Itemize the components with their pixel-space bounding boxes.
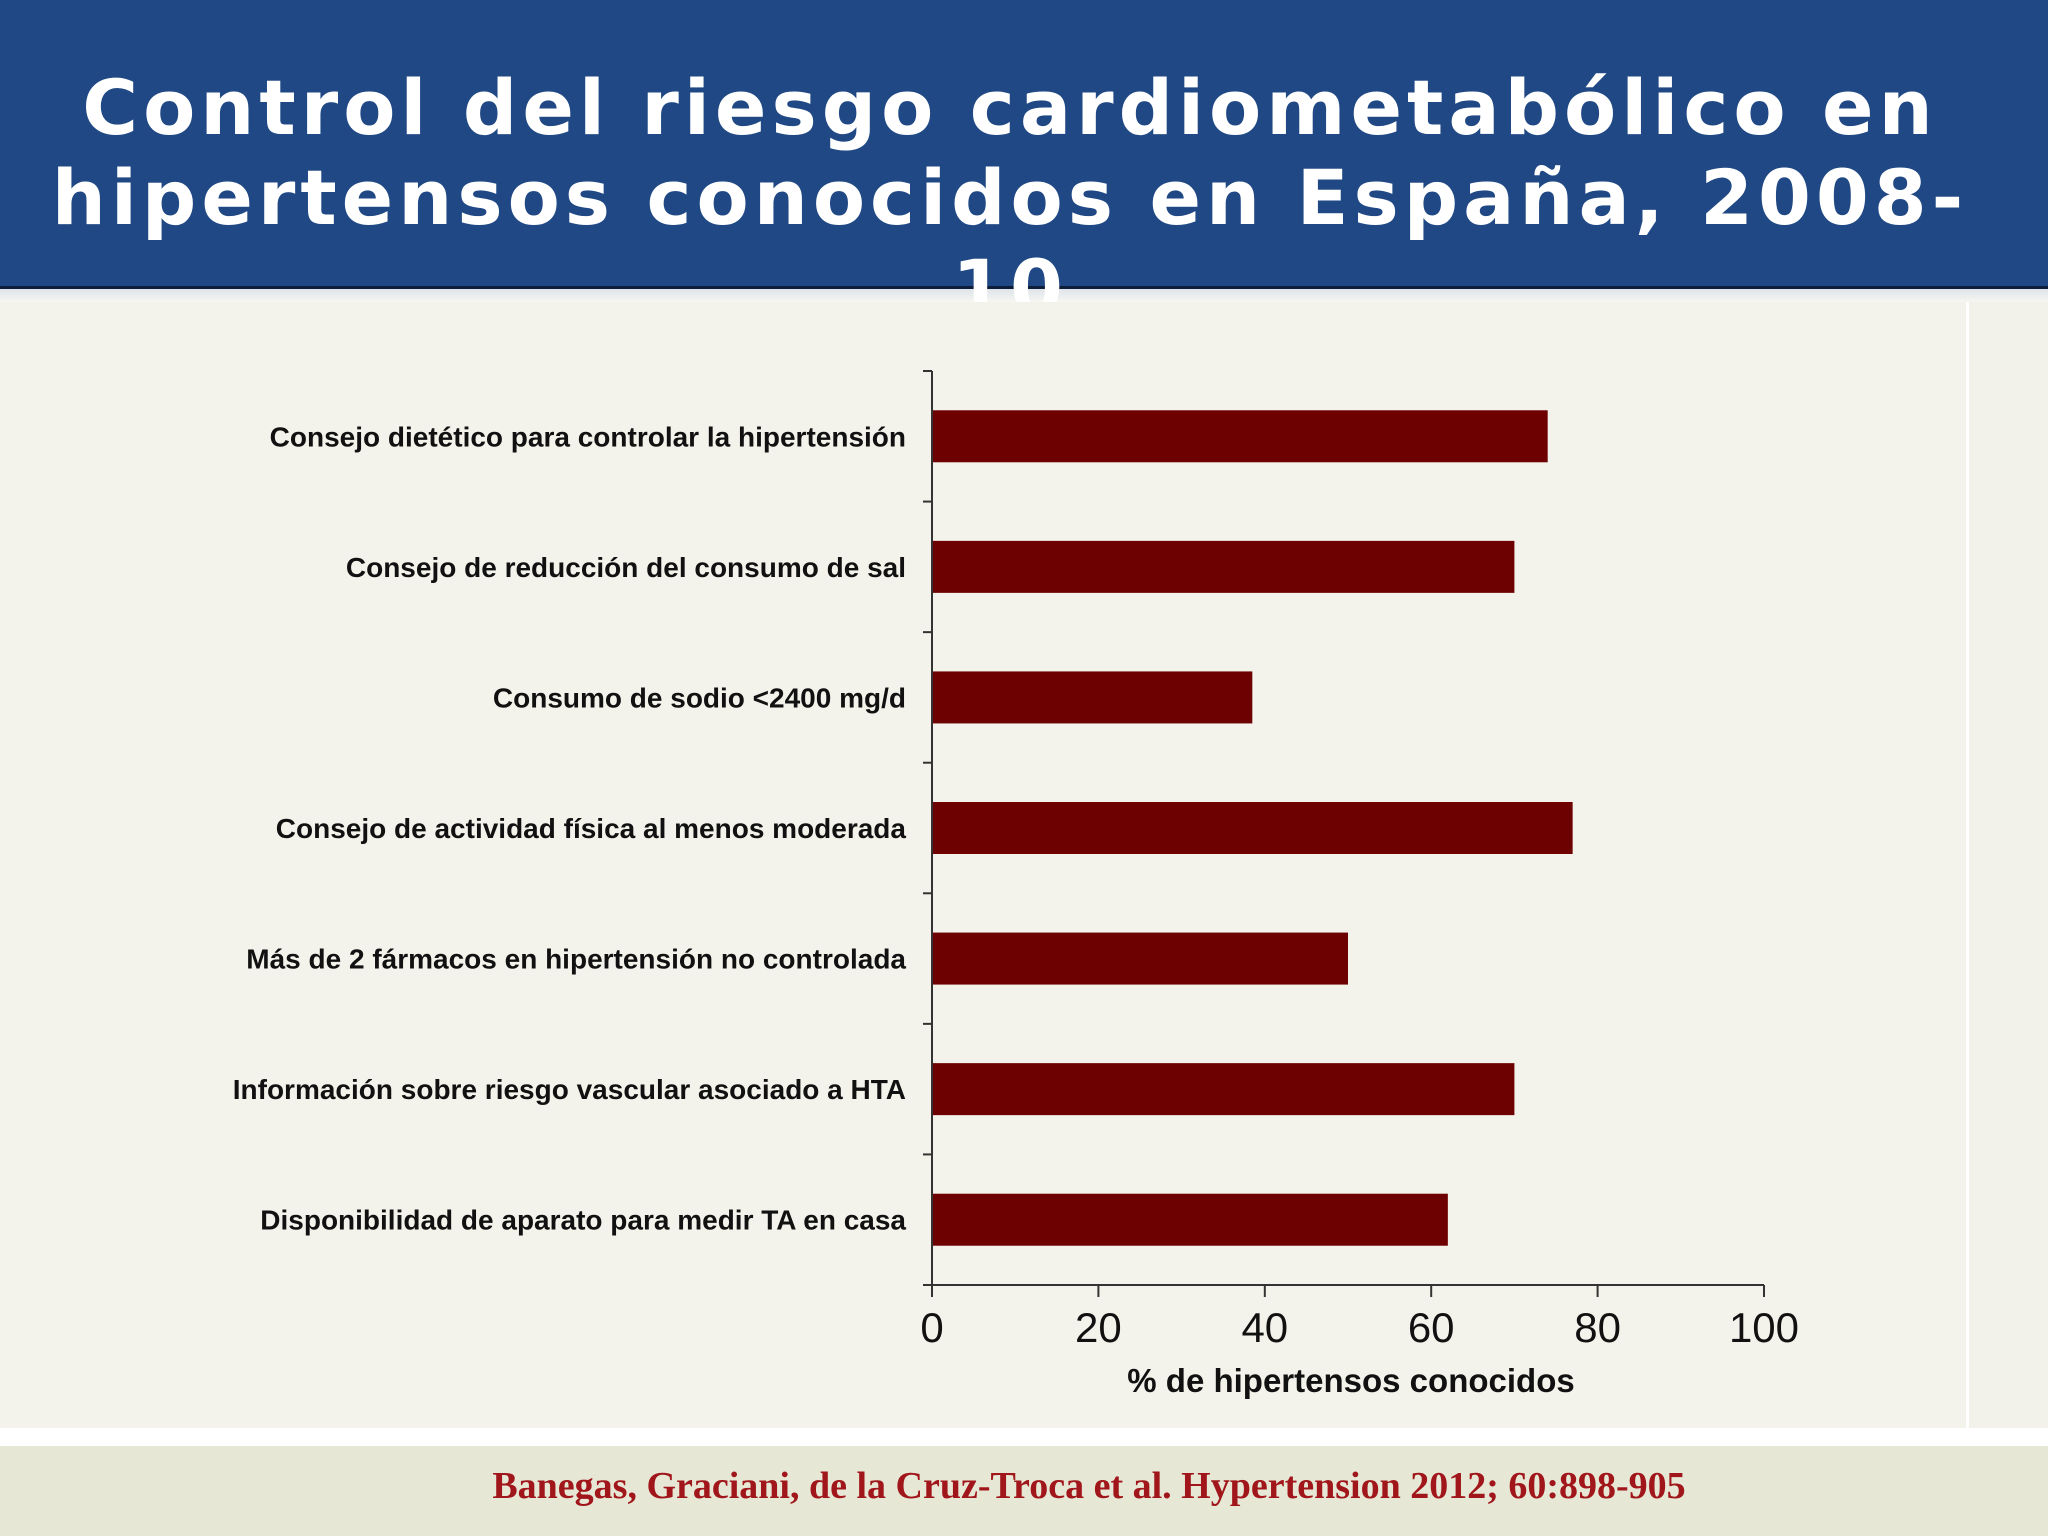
category-label-7: Disponibilidad de aparato para medir TA … [260,1205,906,1236]
slide-header [0,0,2048,289]
right-margin-strip [1966,302,2048,1428]
x-tick-label-100: 100 [1729,1304,1799,1351]
x-tick-label-60: 60 [1408,1304,1455,1351]
x-tick-label-80: 80 [1574,1304,1621,1351]
footer-bar [0,1446,2048,1536]
x-tick-label-0: 0 [920,1304,943,1351]
category-label-3: Consumo de sodio <2400 mg/d [493,682,906,713]
x-tick-labels: 0 20 40 60 80 100 [920,1304,1799,1351]
bar-4 [933,802,1573,854]
category-label-5: Más de 2 fármacos en hipertensión no con… [246,944,906,975]
x-tick-label-20: 20 [1075,1304,1122,1351]
category-label-1: Consejo dietético para controlar la hipe… [270,421,906,452]
bars-layer [933,410,1573,1246]
category-label-4: Consejo de actividad física al menos mod… [276,813,907,844]
category-labels: Consejo dietético para controlar la hipe… [233,421,907,1235]
x-axis-title: % de hipertensos conocidos [1127,1362,1574,1399]
bar-5 [933,932,1348,985]
bar-3 [933,671,1253,724]
category-label-6: Información sobre riesgo vascular asocia… [233,1074,906,1105]
citation: Banegas, Graciani, de la Cruz-Troca et a… [492,1465,1686,1507]
bar-6 [933,1063,1515,1116]
bar-2 [933,540,1515,593]
bar-7 [933,1193,1448,1246]
axes-layer [923,370,1765,1297]
x-tick-label-40: 40 [1241,1304,1288,1351]
category-label-2: Consejo de reducción del consumo de sal [346,552,906,583]
header-divider [0,289,2048,302]
bar-1 [933,410,1548,463]
